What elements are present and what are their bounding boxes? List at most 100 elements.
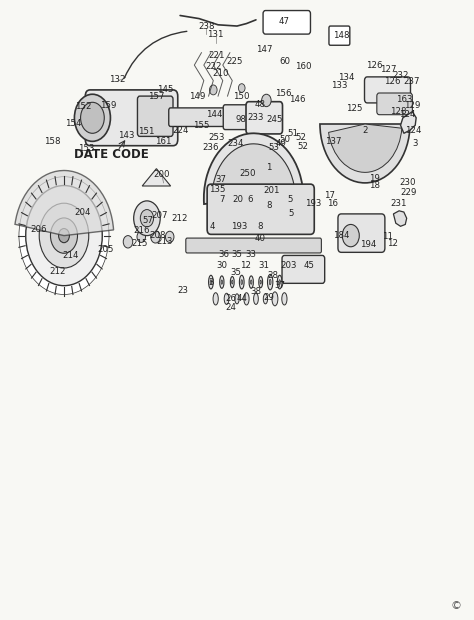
Text: 205: 205 (97, 245, 113, 254)
Text: 238: 238 (198, 22, 214, 30)
Text: 5: 5 (289, 210, 294, 218)
Circle shape (262, 94, 271, 107)
Text: 203: 203 (280, 261, 296, 270)
Text: 250: 250 (239, 169, 255, 178)
Circle shape (39, 203, 89, 268)
Text: 127: 127 (381, 65, 397, 74)
Text: 37: 37 (274, 281, 285, 290)
Text: 216: 216 (133, 226, 149, 235)
Text: 134: 134 (338, 73, 354, 82)
Text: 53: 53 (268, 143, 280, 152)
FancyBboxPatch shape (85, 90, 178, 146)
Text: 161: 161 (155, 137, 172, 146)
Text: 245: 245 (267, 115, 283, 123)
Text: 28: 28 (267, 272, 278, 280)
Ellipse shape (260, 280, 261, 284)
Ellipse shape (219, 276, 224, 288)
Wedge shape (212, 144, 295, 198)
FancyBboxPatch shape (186, 238, 321, 253)
Text: 146: 146 (290, 95, 306, 104)
Ellipse shape (221, 280, 223, 284)
Text: 204: 204 (75, 208, 91, 216)
Circle shape (165, 231, 174, 242)
Text: 126: 126 (366, 61, 383, 69)
Ellipse shape (264, 294, 267, 304)
Text: 3: 3 (208, 278, 214, 286)
Wedge shape (15, 170, 114, 236)
Text: 48: 48 (254, 100, 265, 108)
Text: 47: 47 (279, 17, 290, 26)
Ellipse shape (235, 294, 239, 304)
Text: 236: 236 (203, 143, 219, 152)
Text: 24: 24 (226, 303, 237, 312)
Text: 253: 253 (208, 133, 224, 142)
Text: 148: 148 (333, 32, 349, 40)
Text: 57: 57 (142, 216, 154, 224)
Ellipse shape (241, 280, 243, 285)
Text: 133: 133 (331, 81, 347, 90)
Text: 12: 12 (387, 239, 398, 247)
Text: 1: 1 (265, 163, 271, 172)
Circle shape (59, 229, 69, 242)
Text: 201: 201 (263, 187, 279, 195)
Text: 143: 143 (118, 131, 135, 140)
Ellipse shape (230, 277, 234, 288)
Text: 135: 135 (209, 185, 225, 193)
Text: 36: 36 (218, 250, 229, 259)
Text: 214: 214 (62, 251, 78, 260)
Text: 26: 26 (226, 294, 237, 303)
Text: 128: 128 (390, 107, 406, 116)
Text: 35: 35 (230, 268, 242, 277)
Circle shape (137, 231, 146, 242)
Circle shape (26, 185, 102, 286)
Text: 49: 49 (275, 140, 286, 148)
Text: 208: 208 (149, 231, 165, 240)
Circle shape (151, 231, 160, 243)
Wedge shape (328, 124, 402, 172)
Text: 125: 125 (346, 104, 363, 113)
Text: 149: 149 (189, 92, 205, 100)
Text: 5: 5 (287, 195, 293, 204)
Ellipse shape (267, 274, 273, 290)
Text: 229: 229 (401, 188, 417, 197)
Wedge shape (204, 133, 303, 204)
Text: 30: 30 (216, 261, 228, 270)
Text: 212: 212 (50, 267, 66, 276)
Text: 29: 29 (264, 293, 274, 302)
Text: 200: 200 (154, 170, 170, 179)
Text: 233: 233 (248, 113, 264, 122)
Text: 147: 147 (256, 45, 273, 54)
Text: 210: 210 (212, 69, 228, 78)
Text: 4: 4 (210, 222, 215, 231)
Text: 213: 213 (157, 237, 173, 246)
Text: 153: 153 (79, 144, 95, 153)
Text: 151: 151 (138, 127, 154, 136)
FancyBboxPatch shape (169, 108, 229, 126)
Circle shape (19, 177, 109, 294)
Circle shape (123, 236, 133, 248)
Text: 157: 157 (148, 92, 164, 100)
Text: 2: 2 (362, 126, 368, 135)
Circle shape (140, 210, 154, 227)
Text: 184: 184 (333, 231, 349, 240)
Polygon shape (142, 169, 171, 186)
Text: 131: 131 (208, 30, 224, 38)
Circle shape (210, 85, 217, 95)
Text: 129: 129 (404, 101, 420, 110)
Text: 224: 224 (172, 126, 188, 135)
Ellipse shape (249, 276, 253, 288)
Text: 152: 152 (75, 102, 91, 111)
Ellipse shape (277, 275, 282, 289)
Text: 33: 33 (246, 250, 257, 259)
Text: 17: 17 (324, 191, 335, 200)
Ellipse shape (213, 293, 219, 305)
Text: 230: 230 (400, 179, 416, 187)
Text: DATE CODE: DATE CODE (74, 148, 149, 161)
Text: 215: 215 (132, 239, 148, 247)
Text: 237: 237 (403, 78, 419, 86)
Text: 145: 145 (157, 86, 173, 94)
Text: 155: 155 (193, 121, 209, 130)
Text: 8: 8 (257, 222, 263, 231)
Text: 124: 124 (405, 126, 421, 135)
Text: 52: 52 (297, 143, 308, 151)
